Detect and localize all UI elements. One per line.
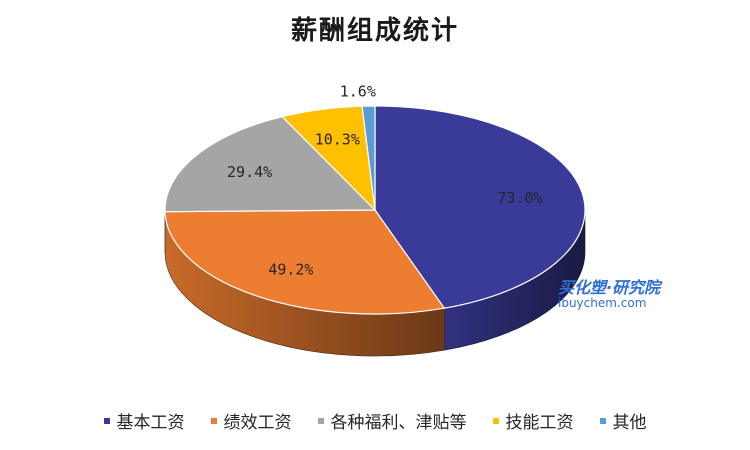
data-label-skill: 10.3%: [315, 131, 360, 149]
legend-item-other: 其他: [599, 408, 647, 433]
legend-label: 其他: [612, 413, 647, 433]
watermark: 买化塑·研究院 ibuychem.com: [558, 278, 661, 310]
legend-swatch: [599, 417, 606, 424]
legend-swatch: [492, 417, 499, 424]
data-label-benefits: 29.4%: [227, 163, 272, 181]
pie-slice-basic: [374, 105, 586, 309]
watermark-brand: 买化塑·研究院: [558, 278, 661, 297]
data-label-other: 1.6%: [340, 83, 376, 101]
legend-item-basic: 基本工资: [103, 408, 185, 433]
legend-label: 基本工资: [116, 413, 185, 433]
legend-swatch: [317, 417, 324, 424]
legend-label: 绩效工资: [223, 413, 292, 433]
data-label-performance: 49.2%: [268, 261, 313, 279]
legend-label: 技能工资: [505, 413, 574, 433]
data-label-basic: 73.0%: [497, 189, 542, 207]
legend-swatch: [103, 417, 110, 424]
pie-slice-performance: [164, 209, 446, 315]
legend-item-performance: 绩效工资: [210, 408, 292, 433]
legend-label: 各种福利、津贴等: [330, 413, 467, 433]
legend: 基本工资 绩效工资 各种福利、津贴等 技能工资 其他: [0, 408, 750, 433]
legend-item-skill: 技能工资: [492, 408, 574, 433]
legend-swatch: [210, 417, 217, 424]
legend-item-benefits: 各种福利、津贴等: [317, 408, 467, 433]
watermark-url: ibuychem.com: [558, 295, 647, 310]
pie-slice-other: [361, 105, 376, 211]
chart-title: 薪酬组成统计: [290, 16, 459, 46]
pie-slice-benefits: [164, 116, 377, 213]
